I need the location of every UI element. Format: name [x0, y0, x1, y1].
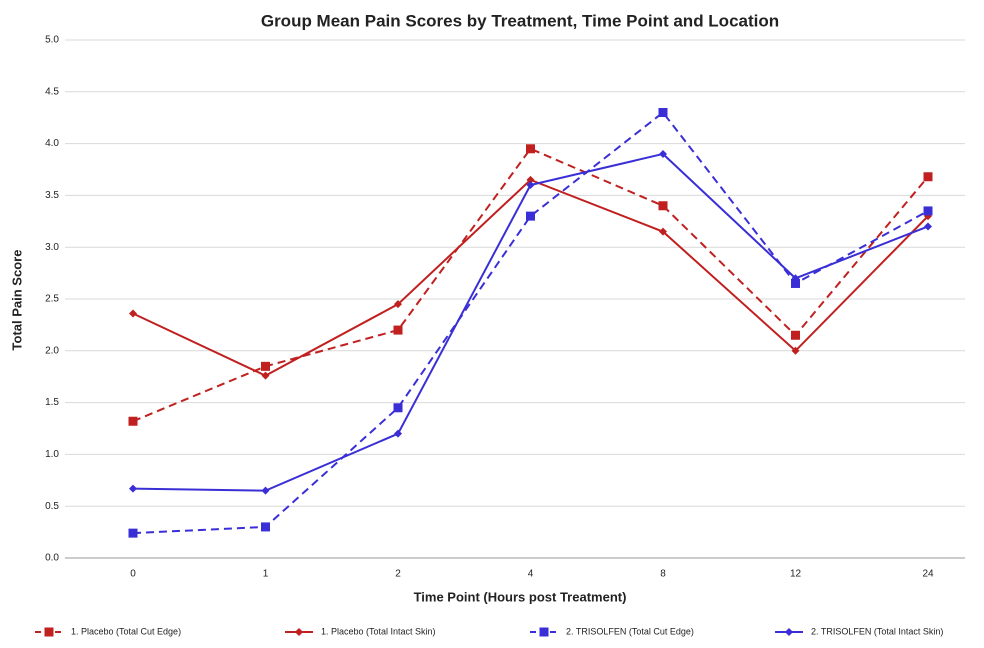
y-tick-label: 0.5	[45, 501, 59, 512]
marker	[791, 278, 800, 288]
y-tick-label: 1.5	[45, 397, 59, 408]
marker	[128, 416, 138, 426]
marker	[526, 144, 535, 154]
marker	[659, 149, 667, 158]
marker	[659, 227, 667, 236]
y-tick-label: 3.0	[45, 242, 59, 253]
y-tick-label: 3.5	[45, 190, 59, 201]
marker	[924, 222, 932, 231]
series-line	[132, 152, 929, 492]
x-tick-label: 4	[528, 569, 534, 580]
series-line	[132, 147, 929, 423]
legend-label: 2. TRISOLFEN (Total Cut Edge)	[566, 626, 694, 636]
series-line	[132, 111, 929, 535]
marker	[129, 309, 137, 318]
marker	[393, 403, 403, 413]
marker	[393, 325, 403, 335]
series-line	[132, 178, 929, 377]
marker	[129, 484, 137, 493]
x-tick-label: 0	[130, 569, 136, 580]
y-tick-label: 2.5	[45, 294, 59, 305]
marker	[261, 486, 270, 495]
x-tick-label: 1	[263, 569, 269, 580]
y-tick-label: 1.0	[45, 449, 59, 460]
marker	[923, 206, 933, 216]
marker	[526, 175, 535, 184]
chart-title: Group Mean Pain Scores by Treatment, Tim…	[261, 11, 779, 30]
marker	[261, 371, 270, 380]
marker	[526, 211, 535, 221]
marker	[791, 274, 800, 283]
legend-label: 1. Placebo (Total Cut Edge)	[71, 626, 181, 636]
marker	[791, 330, 800, 340]
y-tick-label: 4.0	[45, 138, 59, 149]
marker	[526, 181, 535, 190]
marker	[261, 361, 270, 371]
marker	[785, 628, 793, 636]
y-tick-label: 0.0	[45, 553, 59, 564]
y-axis-title: Total Pain Score	[9, 250, 24, 351]
marker	[658, 108, 668, 118]
marker	[394, 429, 402, 438]
y-tick-label: 2.0	[45, 345, 59, 356]
x-tick-label: 8	[660, 569, 666, 580]
x-tick-label: 12	[790, 569, 802, 580]
x-axis-title: Time Point (Hours post Treatment)	[414, 589, 627, 604]
legend-label: 1. Placebo (Total Intact Skin)	[321, 626, 436, 636]
marker	[394, 300, 402, 309]
y-tick-label: 5.0	[45, 35, 59, 46]
marker	[539, 627, 549, 637]
marker	[791, 346, 800, 355]
marker	[295, 628, 303, 636]
marker	[128, 528, 138, 538]
legend-label: 2. TRISOLFEN (Total Intact Skin)	[811, 626, 943, 636]
y-tick-label: 4.5	[45, 86, 59, 97]
marker	[44, 627, 54, 637]
marker	[658, 201, 668, 211]
x-tick-label: 24	[922, 569, 934, 580]
marker	[923, 172, 933, 182]
x-tick-label: 2	[395, 569, 401, 580]
marker	[261, 522, 270, 532]
